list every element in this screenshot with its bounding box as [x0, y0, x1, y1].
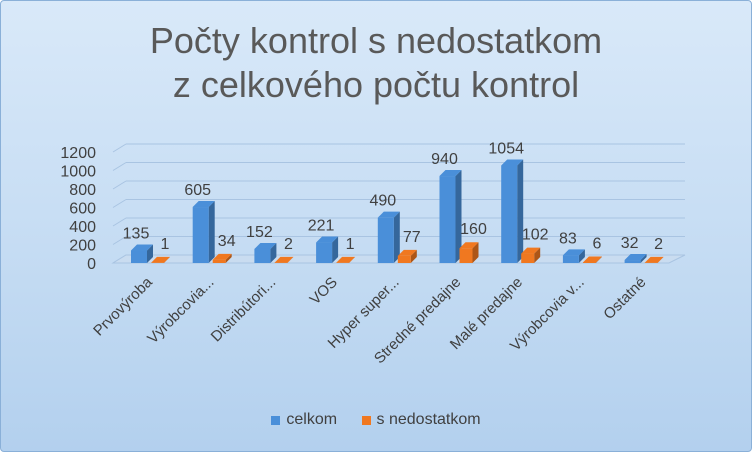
legend-swatch-s-nedostatkom — [361, 415, 371, 425]
data-label-s-nedostatkom: 2 — [654, 236, 663, 253]
chart-title-line2: z celkového počtu kontrol — [172, 64, 580, 105]
bar-s-nedostatkom-side — [472, 242, 479, 263]
legend: celkom s nedostatkom — [1, 411, 751, 430]
bar-celkom-side — [147, 244, 153, 263]
bar-s-nedostatkom — [212, 259, 226, 263]
bar-s-nedostatkom-side — [534, 247, 541, 263]
bar-celkom-top — [131, 244, 153, 251]
bar-s-nedostatkom-top — [212, 253, 232, 260]
gridline-side — [112, 143, 127, 153]
bar-celkom-top — [624, 254, 647, 261]
bar-s-nedostatkom-side — [349, 256, 356, 263]
bar-s-nedostatkom — [459, 248, 473, 263]
data-label-s-nedostatkom: 1 — [161, 236, 170, 253]
bar-celkom — [192, 207, 209, 263]
bar-celkom-side — [270, 242, 277, 263]
bar-celkom — [562, 255, 579, 263]
y-tick-label: 0 — [87, 256, 96, 273]
bar-celkom-side — [640, 254, 647, 263]
data-label-s-nedostatkom: 2 — [284, 236, 293, 253]
data-label-celkom: 1054 — [488, 141, 524, 158]
bar-s-nedostatkom-top — [459, 242, 479, 249]
data-label-s-nedostatkom: 34 — [218, 233, 236, 250]
bar-celkom-side — [332, 236, 339, 263]
bar-s-nedostatkom-side — [225, 253, 232, 263]
bar-celkom — [624, 260, 641, 263]
bar-celkom — [131, 250, 147, 263]
bar-s-nedostatkom-side — [164, 256, 170, 263]
bar-celkom-top — [377, 211, 400, 218]
y-tick-label: 400 — [69, 219, 96, 236]
legend-label-s-nedostatkom: s nedostatkom — [376, 411, 481, 428]
data-label-s-nedostatkom: 160 — [460, 221, 487, 238]
bar-celkom-top — [439, 170, 462, 177]
data-label-s-nedostatkom: 102 — [522, 227, 549, 244]
bar-s-nedostatkom-top — [644, 256, 664, 263]
data-label-celkom: 490 — [369, 193, 396, 210]
bar-celkom — [377, 217, 394, 263]
x-tick-label: Výrobcovia... — [144, 274, 217, 347]
x-tick-label: VOS — [307, 274, 341, 308]
legend-swatch-celkom — [271, 415, 281, 425]
bar-celkom-side — [455, 170, 462, 263]
bar-s-nedostatkom-side — [287, 256, 294, 263]
data-label-celkom: 940 — [431, 151, 458, 168]
chart-title-line1: Počty kontrol s nedostatkom — [149, 20, 603, 61]
chart-title: Počty kontrol s nedostatkom z celkového … — [1, 19, 751, 107]
gridline-side — [112, 217, 127, 227]
gridline-side — [112, 162, 127, 171]
bar-s-nedostatkom-top — [397, 249, 417, 256]
bar-s-nedostatkom — [582, 262, 596, 263]
bar-s-nedostatkom-side — [410, 249, 417, 263]
bar-s-nedostatkom-top — [336, 256, 356, 263]
bar-s-nedostatkom-top — [521, 247, 541, 254]
data-label-s-nedostatkom: 77 — [403, 229, 421, 246]
bar-celkom — [439, 176, 456, 263]
bar-celkom-side — [517, 159, 524, 263]
data-label-celkom: 32 — [621, 235, 639, 252]
bar-celkom-top — [254, 242, 277, 249]
legend-label-celkom: celkom — [286, 411, 338, 428]
data-label-celkom: 135 — [123, 226, 150, 243]
data-label-celkom: 152 — [246, 224, 273, 241]
data-label-s-nedostatkom: 1 — [346, 236, 355, 253]
bar-celkom-side — [208, 201, 215, 263]
legend-item-celkom: celkom — [271, 411, 337, 429]
y-tick-label: 600 — [69, 201, 96, 218]
y-tick-label: 1000 — [60, 164, 96, 181]
bar-celkom-side — [578, 249, 585, 263]
gridline-side — [112, 199, 127, 208]
y-tick-label: 1200 — [60, 145, 96, 162]
x-tick-label: Ostatné — [600, 274, 649, 323]
bar-celkom-side — [393, 211, 400, 263]
bar-s-nedostatkom-top — [582, 256, 602, 263]
bar-celkom — [501, 165, 518, 263]
bar-s-nedostatkom-top — [274, 256, 294, 263]
gridline-side — [112, 180, 127, 190]
x-tick-label: Distribútori... — [208, 274, 280, 346]
data-label-celkom: 221 — [308, 218, 335, 235]
data-label-celkom: 83 — [559, 230, 577, 247]
bar-celkom — [316, 242, 333, 263]
bar-celkom-top — [501, 159, 524, 166]
data-label-celkom: 605 — [184, 182, 211, 199]
x-tick-label: Prvovýroba — [90, 273, 156, 339]
bar-celkom-top — [192, 201, 215, 208]
bar-s-nedostatkom-side — [595, 256, 602, 263]
bar-s-nedostatkom — [521, 253, 535, 263]
data-label-s-nedostatkom: 6 — [592, 235, 601, 252]
bar-s-nedostatkom — [397, 255, 411, 263]
bar-celkom — [254, 248, 271, 263]
bar-celkom-top — [562, 249, 585, 256]
bar-s-nedostatkom-top — [151, 256, 170, 263]
y-tick-label: 200 — [69, 238, 96, 255]
y-tick-label: 800 — [69, 182, 96, 199]
bar-celkom-top — [316, 236, 339, 243]
bar-s-nedostatkom-side — [657, 256, 664, 263]
legend-item-s-nedostatkom: s nedostatkom — [361, 411, 481, 429]
gridline-side — [112, 236, 127, 245]
